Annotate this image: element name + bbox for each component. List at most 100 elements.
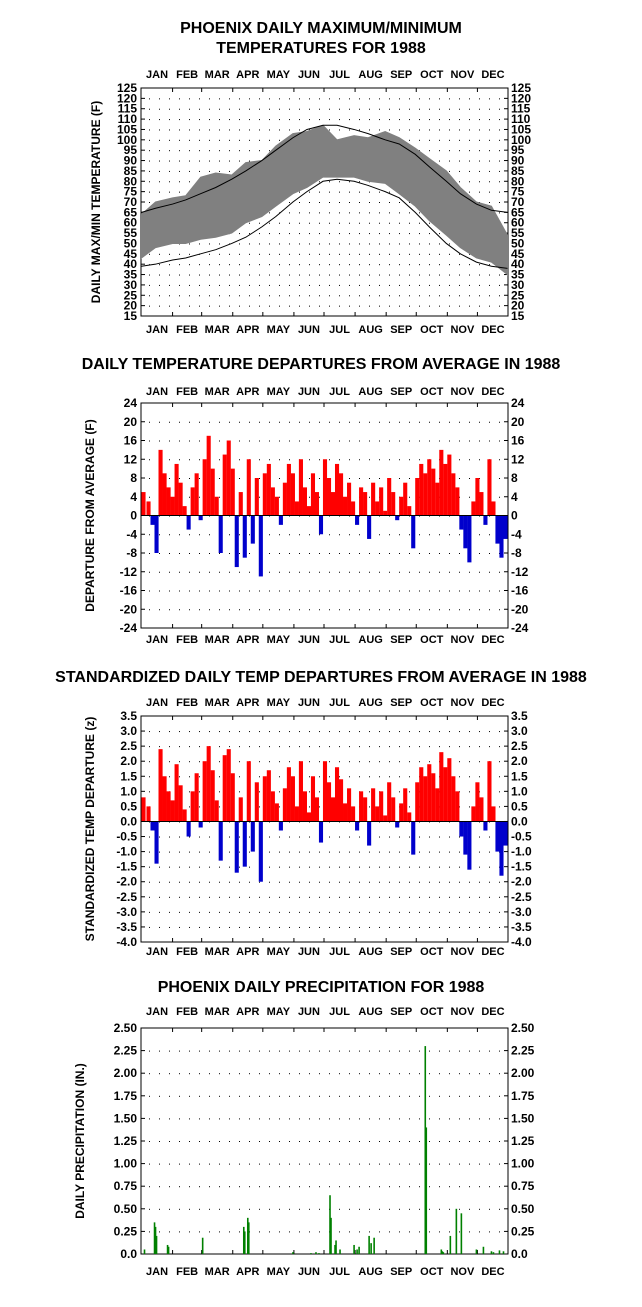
- grid-dot: [499, 881, 500, 883]
- grid-dot: [489, 1050, 490, 1052]
- y-tick-label-left: -20: [120, 602, 138, 616]
- grid-dot: [149, 181, 150, 183]
- grid-dot: [319, 264, 320, 266]
- grid-dot: [459, 761, 460, 763]
- grid-dot: [469, 129, 470, 131]
- grid-dot: [429, 534, 430, 536]
- grid-dot: [149, 881, 150, 883]
- grid-dot: [229, 108, 230, 110]
- grid-dot: [199, 1208, 200, 1210]
- y-tick-label-left: 0.5: [120, 799, 137, 813]
- grid-dot: [369, 851, 370, 853]
- grid-dot: [389, 295, 390, 297]
- grid-dot: [469, 170, 470, 172]
- grid-dot: [159, 609, 160, 611]
- month-label-bottom: APR: [236, 324, 259, 336]
- month-label-bottom: AUG: [358, 1266, 382, 1278]
- grid-dot: [339, 881, 340, 883]
- y-tick-label-right: 30: [511, 278, 525, 292]
- grid-dot: [229, 836, 230, 838]
- grid-dot: [339, 571, 340, 573]
- grid-dot: [199, 836, 200, 838]
- grid-dot: [349, 243, 350, 245]
- grid-dot: [229, 253, 230, 255]
- departure-bar-positive: [407, 812, 412, 822]
- grid-dot: [489, 150, 490, 152]
- grid-dot: [359, 866, 360, 868]
- departure-bar-positive: [383, 510, 388, 516]
- grid-dot: [339, 926, 340, 928]
- grid-dot: [239, 1163, 240, 1165]
- grid-dot: [159, 129, 160, 131]
- grid-dot: [299, 911, 300, 913]
- grid-dot: [179, 1163, 180, 1165]
- grid-dot: [289, 243, 290, 245]
- grid-dot: [309, 1118, 310, 1120]
- grid-dot: [319, 1141, 320, 1142]
- grid-dot: [469, 160, 470, 162]
- grid-dot: [419, 881, 420, 883]
- grid-dot: [189, 926, 190, 928]
- grid-dot: [429, 295, 430, 297]
- grid-dot: [179, 478, 180, 479]
- grid-dot: [369, 253, 370, 255]
- grid-dot: [229, 1141, 230, 1142]
- grid-dot: [209, 1163, 210, 1165]
- chart-title: PHOENIX DAILY PRECIPITATION FOR 1988: [158, 979, 485, 996]
- grid-dot: [419, 866, 420, 868]
- grid-dot: [329, 1186, 330, 1188]
- grid-dot: [499, 181, 500, 183]
- grid-dot: [369, 98, 370, 100]
- y-tick-label-left: 75: [124, 185, 138, 199]
- grid-dot: [359, 911, 360, 913]
- grid-dot: [259, 98, 260, 100]
- precip-bar: [475, 1249, 478, 1254]
- grid-dot: [329, 851, 330, 853]
- grid-dot: [439, 746, 440, 748]
- grid-dot: [499, 1186, 500, 1188]
- grid-dot: [409, 440, 410, 442]
- grid-dot: [179, 181, 180, 183]
- departure-bar-positive: [475, 478, 480, 516]
- y-tick-label-left: 70: [124, 195, 138, 209]
- departure-bar-positive: [487, 761, 492, 822]
- departure-bar-positive: [310, 776, 316, 822]
- grid-dot: [469, 1050, 470, 1052]
- grid-dot: [319, 274, 320, 276]
- grid-dot: [419, 1095, 420, 1097]
- grid-dot: [319, 1050, 320, 1052]
- grid-dot: [319, 284, 320, 286]
- grid-dot: [409, 496, 410, 498]
- grid-dot: [419, 553, 420, 554]
- grid-dot: [369, 1186, 370, 1188]
- grid-dot: [239, 421, 240, 423]
- grid-dot: [279, 571, 280, 573]
- grid-dot: [379, 222, 380, 224]
- grid-dot: [189, 1208, 190, 1210]
- grid-dot: [409, 926, 410, 928]
- departure-bar-positive: [375, 806, 380, 822]
- grid-dot: [299, 866, 300, 868]
- grid-dot: [489, 590, 490, 592]
- grid-dot: [479, 911, 480, 913]
- grid-dot: [159, 1073, 160, 1075]
- grid-dot: [389, 866, 390, 868]
- month-label-top: NOV: [450, 69, 475, 81]
- grid-dot: [219, 284, 220, 286]
- grid-dot: [249, 1050, 250, 1052]
- departure-bar-positive: [222, 454, 227, 516]
- grid-dot: [439, 1050, 440, 1052]
- y-tick-label-left: 30: [124, 278, 138, 292]
- grid-dot: [389, 534, 390, 536]
- grid-dot: [479, 170, 480, 172]
- grid-dot: [289, 98, 290, 100]
- departure-bar-positive: [351, 501, 356, 516]
- grid-dot: [299, 212, 300, 214]
- grid-dot: [269, 295, 270, 297]
- grid-dot: [309, 776, 310, 778]
- departure-bar-positive: [338, 473, 344, 516]
- grid-dot: [429, 746, 430, 748]
- grid-dot: [349, 253, 350, 255]
- grid-dot: [349, 1141, 350, 1142]
- departure-bar-positive: [443, 463, 448, 516]
